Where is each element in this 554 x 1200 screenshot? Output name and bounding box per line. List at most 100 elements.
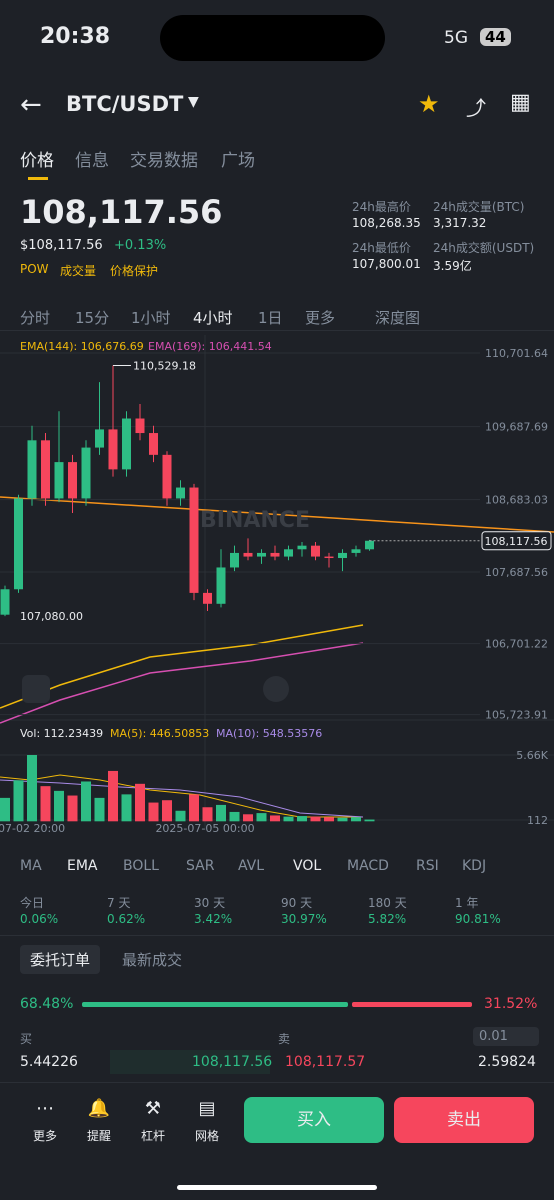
volume-bar (121, 794, 132, 822)
perf-label: 今日 (20, 896, 45, 910)
order-cell: 2.59824 (478, 1054, 536, 1070)
indicator[interactable]: SAR (186, 858, 215, 874)
high-label: 110,529.18 (133, 360, 196, 373)
tab[interactable]: 信息 (75, 151, 109, 171)
volume-bar (243, 814, 253, 822)
last-price: 108,117.56 (20, 193, 223, 231)
volume-bar (229, 811, 240, 822)
indicator[interactable]: BOLL (123, 858, 159, 874)
candle-body (243, 552, 253, 557)
watermark: BINANCE (200, 508, 310, 533)
indicator[interactable]: RSI (416, 858, 439, 874)
perf-label: 180 天 (368, 896, 407, 910)
volume-bar (40, 786, 51, 822)
stat-value: 107,800.01 (352, 257, 421, 271)
clock: 20:38 (40, 24, 111, 49)
candle-body (351, 549, 361, 553)
interval[interactable]: 15分 (75, 309, 110, 327)
back[interactable]: ← (20, 90, 42, 120)
sell-ratio: 31.52% (484, 996, 538, 1012)
interval[interactable]: 4小时 (193, 309, 233, 327)
volume-bar (94, 797, 105, 822)
volume-bar (337, 817, 348, 822)
nav-label[interactable]: 网格 (194, 1129, 219, 1143)
vol-label: MA(5): 446.50853 (110, 727, 209, 740)
indicator[interactable]: VOL (293, 858, 322, 874)
y-tick-label: 107,687.56 (485, 566, 548, 579)
candle-body (41, 440, 50, 499)
expand[interactable] (22, 675, 50, 703)
stat-label: 24h成交额(USDT) (433, 241, 535, 255)
candle-body (108, 429, 118, 470)
ma-line (0, 774, 363, 818)
change: +0.13% (114, 238, 167, 253)
stat-value: 3,317.32 (433, 216, 487, 230)
order-tab[interactable]: 最新成交 (122, 951, 183, 969)
volume-bar (135, 783, 145, 822)
candle-body (135, 418, 145, 434)
indicator[interactable]: MACD (347, 858, 389, 874)
nav-label[interactable]: 杠杆 (140, 1129, 165, 1143)
nav-icon[interactable]: ⋯ (36, 1098, 54, 1119)
volume-bar (54, 790, 64, 822)
tag[interactable]: 价格保护 (110, 264, 159, 278)
tab[interactable]: 广场 (221, 151, 255, 171)
tag[interactable]: POW (20, 262, 49, 276)
interval[interactable]: 深度图 (375, 309, 421, 327)
nav-icon[interactable]: ⚒ (144, 1098, 162, 1119)
interval[interactable]: 1日 (258, 309, 283, 327)
interval[interactable]: 1小时 (131, 309, 171, 327)
nav-label[interactable]: 提醒 (86, 1129, 111, 1143)
ema-label: EMA(169): 106,441.54 (148, 340, 272, 353)
favorite[interactable]: ★ (418, 90, 440, 118)
candle-body (189, 487, 199, 593)
share[interactable]: ⤴ (466, 96, 486, 120)
candle-body (257, 552, 266, 557)
interval[interactable]: 分时 (20, 309, 51, 327)
y-tick-label: 109,687.69 (485, 421, 548, 434)
volume-bar (364, 819, 375, 822)
volume-bar (108, 770, 118, 822)
volume-bar (202, 807, 213, 822)
perf-value: 0.06% (20, 912, 59, 926)
candle-body (27, 440, 37, 499)
precision[interactable]: 0.01 (473, 1027, 539, 1046)
ema-line (0, 642, 364, 724)
pair-dropdown[interactable]: ▼ (188, 94, 199, 110)
candle-body (149, 433, 158, 455)
nav-label[interactable]: 更多 (32, 1129, 57, 1143)
nav-icon[interactable]: ▤ (198, 1098, 216, 1119)
buy-button[interactable]: 买入 (244, 1097, 384, 1143)
indicator[interactable]: AVL (238, 858, 265, 874)
indicator[interactable]: EMA (67, 858, 98, 874)
tab[interactable]: 交易数据 (130, 151, 198, 171)
network: 5G (444, 28, 468, 48)
indicator[interactable]: KDJ (462, 858, 487, 874)
depth-bar (110, 1050, 270, 1074)
nav-icon[interactable]: 🔔 (87, 1098, 111, 1119)
order-cell: 5.44226 (20, 1054, 78, 1070)
tab-underline (28, 177, 48, 180)
candle-body (95, 429, 104, 448)
candle-body (311, 545, 320, 557)
order-cell: 108,117.57 (285, 1054, 366, 1070)
interval[interactable]: 更多 (305, 309, 336, 327)
order-tab[interactable]: 委托订单 (20, 945, 101, 974)
pair[interactable]: BTC/USDT (66, 92, 184, 116)
eye[interactable] (263, 676, 289, 702)
indicator[interactable]: MA (20, 858, 42, 874)
usd-price: $108,117.56 (20, 238, 103, 253)
last-price-label: 108,117.56 (485, 535, 548, 548)
volume-bar (148, 802, 159, 822)
perf-label: 1 年 (455, 896, 479, 910)
candle-body (216, 567, 226, 604)
grid-menu[interactable]: ▦ (510, 90, 531, 115)
tab[interactable]: 价格 (20, 151, 54, 171)
tag[interactable]: 成交量 (60, 264, 97, 278)
volume-bar (297, 816, 307, 822)
volume-bar (189, 794, 199, 822)
candle-body (176, 487, 185, 499)
sell-button[interactable]: 卖出 (394, 1097, 534, 1143)
volume-bar (324, 817, 334, 822)
